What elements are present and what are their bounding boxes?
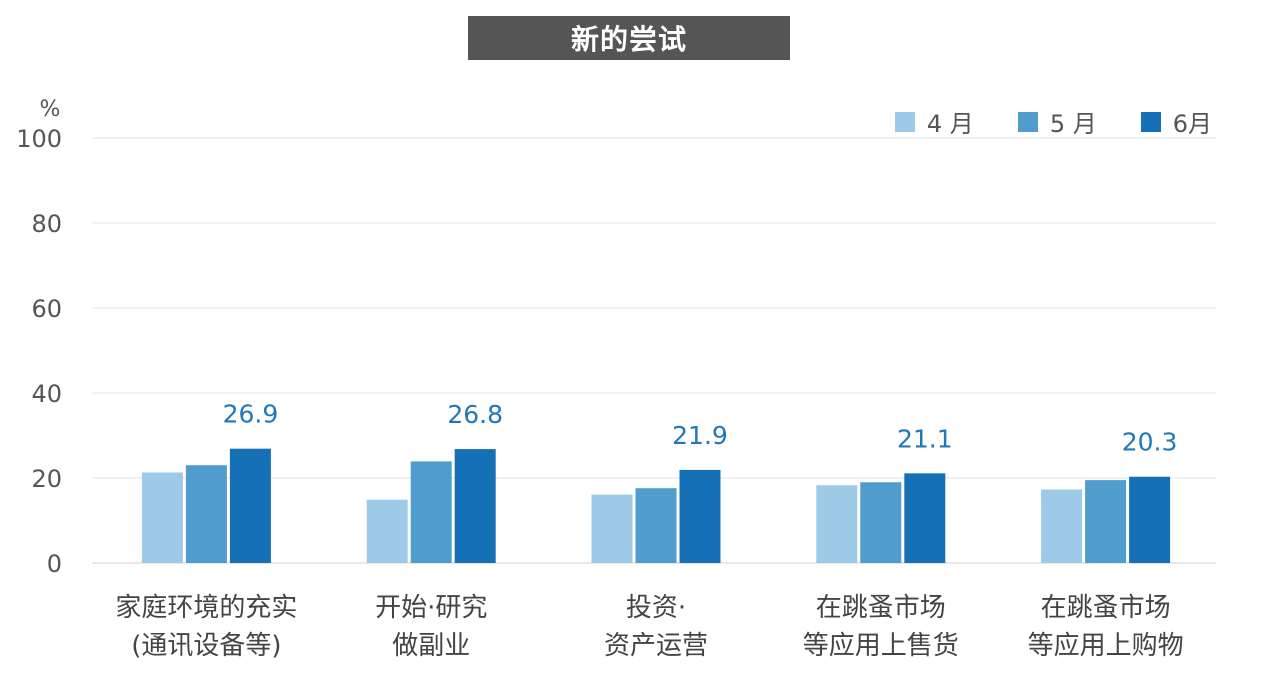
category-label: 家庭环境的充实: [115, 593, 297, 623]
legend-label-june: 6月: [1172, 110, 1212, 138]
bar-3-5: [1129, 476, 1171, 563]
category-label: 投资·: [626, 593, 686, 623]
category-label: 做副业: [392, 631, 470, 661]
y-tick-label: 60: [31, 295, 62, 323]
y-tick-label: 80: [31, 210, 62, 238]
bar-2-2: [410, 461, 452, 563]
y-tick-label: 100: [16, 125, 62, 153]
bar-3-2: [454, 449, 496, 563]
chart-title: 新的尝试: [468, 16, 790, 60]
bar-1-3: [591, 494, 633, 563]
legend-swatch-june: [1140, 111, 1161, 132]
bar-3-1: [229, 448, 271, 563]
y-tick-label: 40: [31, 380, 62, 408]
category-label: 资产运营: [604, 631, 708, 661]
category-label: (通讯设备等): [131, 631, 281, 661]
data-label: 21.9: [672, 421, 728, 450]
bar-1-1: [141, 472, 183, 563]
bar-3-3: [679, 469, 721, 563]
bar-1-2: [366, 499, 408, 563]
y-axis-unit-label: %: [40, 97, 61, 122]
bar-2-4: [860, 482, 902, 563]
category-label: 在跳蚤市场: [1041, 593, 1171, 623]
y-tick-label: 0: [47, 550, 62, 578]
bar-2-3: [635, 488, 677, 563]
data-label: 26.8: [447, 400, 503, 429]
bar-2-1: [185, 465, 227, 563]
data-label: 20.3: [1122, 428, 1178, 457]
bar-3-4: [904, 473, 946, 563]
category-label: 等应用上购物: [1028, 631, 1184, 661]
legend-label-may: 5 月: [1049, 110, 1097, 138]
data-label: 21.1: [897, 424, 953, 453]
legend-label-april: 4 月: [926, 110, 974, 138]
bar-2-5: [1085, 480, 1127, 563]
category-label: 开始·研究: [375, 593, 487, 623]
legend-item-april: 4 月: [894, 104, 974, 139]
bar-1-5: [1041, 489, 1083, 563]
legend-swatch-april: [894, 111, 915, 132]
y-tick-label: 20: [31, 465, 62, 493]
legend-item-may: 5 月: [1017, 104, 1097, 139]
category-label: 等应用上售货: [803, 631, 959, 661]
legend-swatch-may: [1017, 111, 1038, 132]
legend-item-june: 6月: [1140, 104, 1212, 139]
chart-legend: 4 月 5 月 6月: [894, 104, 1212, 139]
category-label: 在跳蚤市场: [816, 593, 946, 623]
bar-1-4: [816, 485, 858, 563]
data-label: 26.9: [223, 400, 279, 429]
